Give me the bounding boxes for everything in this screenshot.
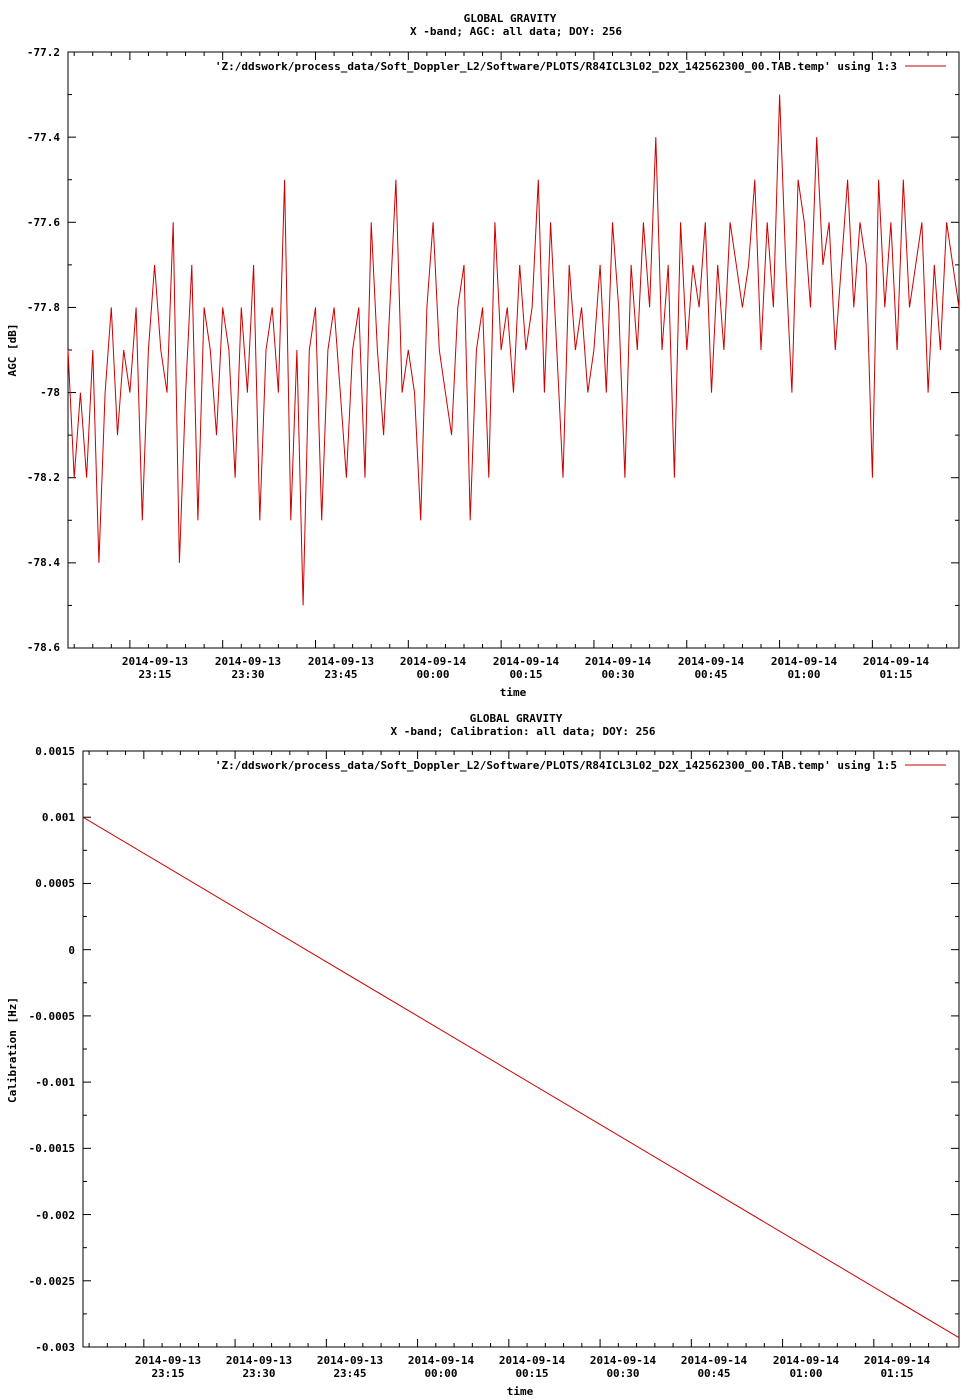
calibration-x-tick-time: 00:45 (697, 1367, 730, 1380)
calibration-x-axis: 2014-09-13 23:15 2014-09-13 23:30 2014-0… (88, 751, 948, 1380)
calibration-x-tick-date: 2014-09-14 (773, 1354, 840, 1367)
calibration-y-tick-label: -0.001 (35, 1076, 75, 1089)
agc-x-tick-time: 23:15 (138, 668, 171, 681)
agc-y-tick-label: -77.8 (27, 301, 60, 314)
agc-y-tick-label: -78 (40, 386, 60, 399)
calibration-x-tick-date: 2014-09-14 (681, 1354, 748, 1367)
calibration-y-axis-label: Calibration [Hz] (6, 997, 19, 1103)
calibration-x-tick-date: 2014-09-13 (135, 1354, 201, 1367)
calibration-y-tick-label: 0.0015 (35, 745, 75, 758)
calibration-x-tick-time: 01:00 (789, 1367, 822, 1380)
agc-x-tick-time: 01:00 (787, 668, 820, 681)
agc-y-tick-label: -77.2 (27, 46, 60, 59)
calibration-chart-title: GLOBAL GRAVITY (470, 712, 563, 725)
calibration-y-tick-label: 0.001 (42, 811, 75, 824)
agc-x-tick-date: 2014-09-14 (585, 655, 652, 668)
agc-x-tick-date: 2014-09-13 (308, 655, 374, 668)
agc-y-axis: -77.2 -77.4 -77.6 -77.8 -78 -78.2 -78.4 … (27, 46, 959, 654)
agc-plot-frame (67, 51, 960, 649)
agc-x-tick-time: 23:30 (231, 668, 264, 681)
agc-x-tick-time: 00:15 (509, 668, 542, 681)
agc-y-tick-marks (68, 51, 959, 649)
agc-x-axis: 2014-09-13 23:15 2014-09-13 23:30 2014-0… (73, 52, 948, 681)
agc-x-tick-date: 2014-09-14 (771, 655, 838, 668)
calibration-x-tick-date: 2014-09-14 (864, 1354, 931, 1367)
agc-x-tick-time: 00:00 (416, 668, 449, 681)
calibration-y-tick-label: -0.0025 (29, 1275, 75, 1288)
calibration-y-tick-label: 0 (68, 944, 75, 957)
calibration-legend: 'Z:/ddswork/process_data/Soft_Doppler_L2… (215, 759, 946, 772)
agc-y-tick-label: -78.6 (27, 641, 60, 654)
calibration-x-tick-date: 2014-09-13 (317, 1354, 383, 1367)
agc-x-tick-time: 23:45 (324, 668, 357, 681)
agc-x-tick-date: 2014-09-13 (215, 655, 281, 668)
calibration-x-tick-time: 01:15 (880, 1367, 913, 1380)
agc-x-tick-date: 2014-09-13 (122, 655, 188, 668)
agc-x-tick-date: 2014-09-14 (863, 655, 930, 668)
calibration-x-tick-time: 00:00 (424, 1367, 457, 1380)
agc-series-line (67, 94, 960, 606)
calibration-chart-subtitle: X -band; Calibration: all data; DOY: 256 (391, 725, 656, 738)
agc-legend: 'Z:/ddswork/process_data/Soft_Doppler_L2… (215, 60, 946, 73)
calibration-plot-frame (82, 750, 960, 1348)
agc-y-tick-label: -78.4 (27, 556, 60, 569)
calibration-x-tick-time: 00:15 (515, 1367, 548, 1380)
agc-x-tick-marks (73, 52, 948, 648)
agc-x-axis-label: time (500, 686, 527, 699)
calibration-x-tick-time: 23:45 (333, 1367, 366, 1380)
agc-y-axis-label: AGC [dB] (6, 324, 19, 377)
agc-y-tick-label: -77.6 (27, 216, 60, 229)
calibration-x-tick-marks (88, 751, 948, 1347)
agc-chart-subtitle: X -band; AGC: all data; DOY: 256 (410, 25, 622, 38)
agc-chart-title: GLOBAL GRAVITY (464, 12, 557, 25)
agc-x-tick-date: 2014-09-14 (493, 655, 560, 668)
calibration-x-axis-label: time (507, 1385, 534, 1398)
agc-y-tick-label: -78.2 (27, 471, 60, 484)
agc-y-tick-label: -77.4 (27, 131, 60, 144)
calibration-y-tick-label: 0.0005 (35, 877, 75, 890)
calibration-y-tick-label: -0.002 (35, 1209, 75, 1222)
calibration-legend-label: 'Z:/ddswork/process_data/Soft_Doppler_L2… (215, 759, 897, 772)
calibration-y-tick-label: -0.003 (35, 1341, 75, 1354)
calibration-x-tick-date: 2014-09-14 (590, 1354, 657, 1367)
calibration-y-tick-marks (83, 750, 959, 1348)
calibration-x-tick-time: 23:15 (151, 1367, 184, 1380)
calibration-x-tick-date: 2014-09-14 (499, 1354, 566, 1367)
calibration-x-tick-date: 2014-09-14 (408, 1354, 475, 1367)
agc-chart: GLOBAL GRAVITY X -band; AGC: all data; D… (6, 12, 960, 699)
calibration-x-tick-date: 2014-09-13 (226, 1354, 292, 1367)
calibration-x-tick-time: 00:30 (606, 1367, 639, 1380)
agc-x-tick-date: 2014-09-14 (400, 655, 467, 668)
calibration-y-axis: 0.0015 0.001 0.0005 0 -0.0005 -0.001 -0.… (29, 745, 959, 1354)
calibration-y-tick-label: -0.0005 (29, 1010, 75, 1023)
agc-x-tick-date: 2014-09-14 (678, 655, 745, 668)
agc-legend-label: 'Z:/ddswork/process_data/Soft_Doppler_L2… (215, 60, 897, 73)
calibration-x-tick-time: 23:30 (242, 1367, 275, 1380)
agc-x-tick-time: 00:30 (601, 668, 634, 681)
calibration-chart: GLOBAL GRAVITY X -band; Calibration: all… (6, 712, 960, 1398)
agc-x-tick-time: 01:15 (879, 668, 912, 681)
calibration-y-tick-label: -0.0015 (29, 1142, 75, 1155)
agc-x-tick-time: 00:45 (694, 668, 727, 681)
calibration-series-line (82, 816, 960, 1339)
